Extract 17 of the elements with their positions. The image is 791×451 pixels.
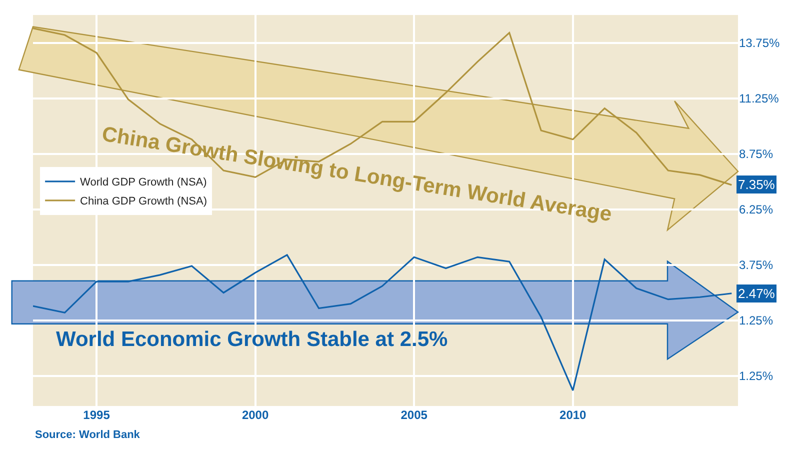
y-tick-label: 1.25% [739, 369, 774, 384]
x-tick-label: 1995 [83, 408, 110, 422]
source-note: Source: World Bank [35, 429, 141, 441]
y-tick-label: 1.25% [739, 314, 774, 328]
x-tick-label: 2000 [242, 408, 269, 422]
y-tick-label: 13.75% [739, 36, 780, 50]
annotation: World Economic Growth Stable at 2.5% [56, 328, 448, 351]
legend-label: China GDP Growth (NSA) [80, 196, 208, 208]
y-tick-label: 3.75% [739, 258, 774, 272]
y-tick-label: 6.25% [739, 202, 774, 217]
data-label: 2.47% [738, 286, 776, 301]
y-tick-label: 8.75% [739, 147, 774, 162]
x-tick-label: 2010 [560, 408, 587, 422]
x-tick-label: 2005 [400, 408, 428, 422]
legend-label: World GDP Growth (NSA) [80, 176, 207, 189]
data-label: 7.35% [738, 177, 776, 192]
y-tick-label: 11.25% [739, 92, 780, 106]
